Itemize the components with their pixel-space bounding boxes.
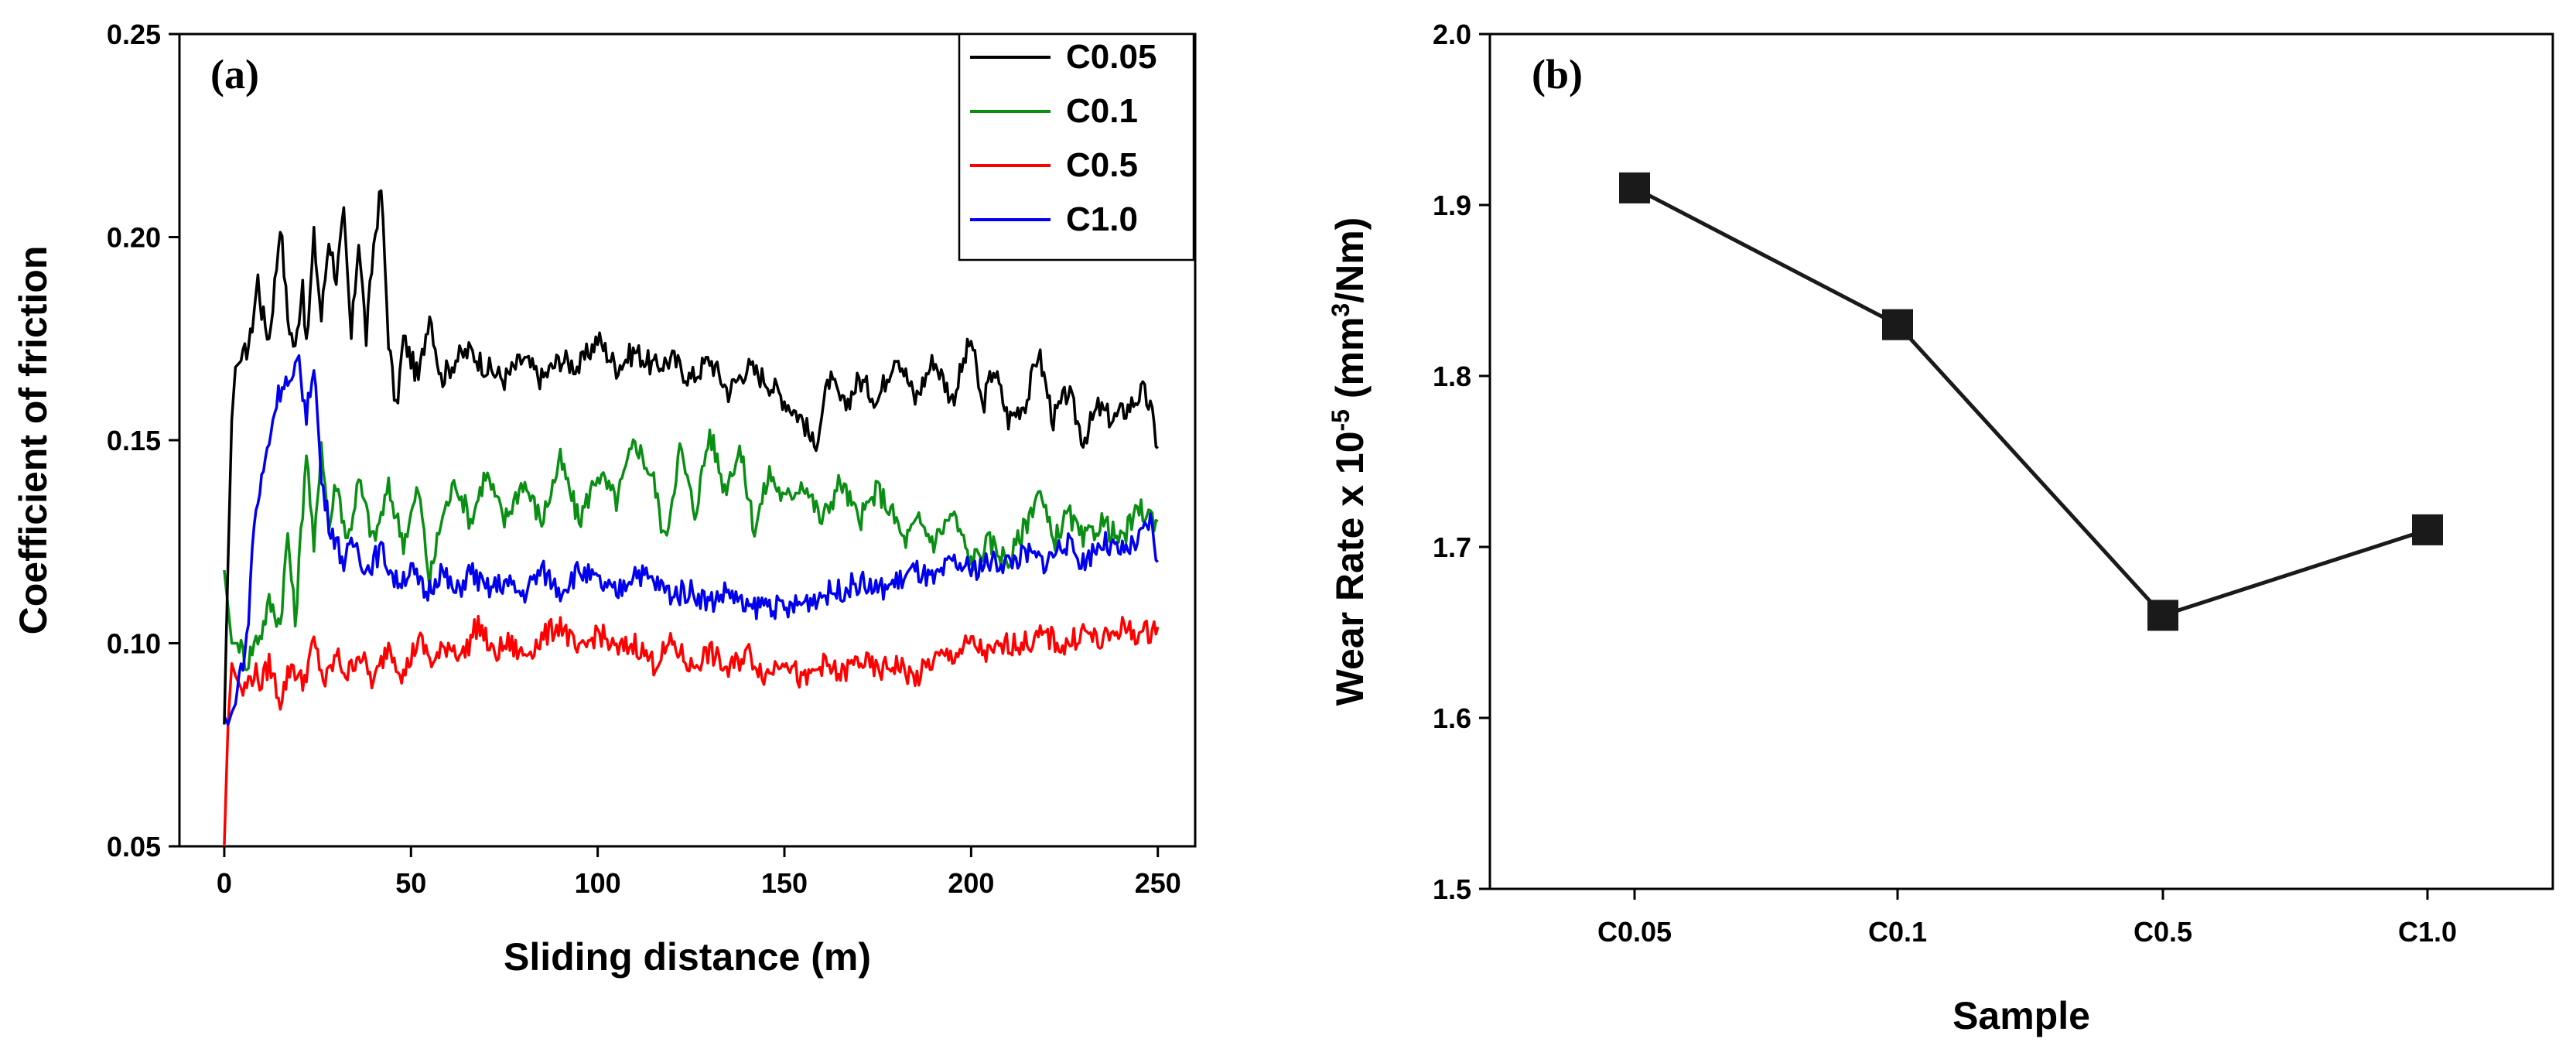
- panel-b-x-tick-label: C1.0: [2398, 916, 2457, 948]
- panel-a-x-tick-label: 50: [395, 867, 426, 899]
- panel-a-legend-label: C0.05: [1066, 38, 1156, 76]
- panel-b-y-title-main: Wear Rate x 10: [1328, 431, 1372, 706]
- panel-b-data-point: [2147, 600, 2178, 631]
- panel-b-x-tick-label: C0.5: [2134, 916, 2192, 948]
- panel-b-y-axis-title: Wear Rate x 10-5 (mm3/Nm): [1327, 217, 1372, 706]
- panel-a-legend-box: [958, 32, 1195, 261]
- panel-a-y-tick-label: 0.15: [107, 425, 161, 456]
- panel-b-y-tick-label: 1.9: [1433, 190, 1471, 221]
- panel-b-data-point: [1619, 172, 1650, 203]
- panel-b-series-line: [1633, 186, 2428, 618]
- panel-b-y-tick-label: 1.6: [1433, 702, 1471, 734]
- panel-b-x-axis: C0.05 C0.1 C0.5 C1.0: [1597, 889, 2457, 948]
- panel-a-x-axis-title: Sliding distance (m): [504, 935, 871, 979]
- panel-b-series-group: [1619, 172, 2443, 631]
- panel-b-y-axis: 1.5 1.6 1.7 1.8 1.9 2.0: [1433, 19, 1490, 905]
- panel-b-x-tick-label: C0.05: [1597, 916, 1672, 948]
- panel-b-x-axis-title: Sample: [1952, 994, 2090, 1037]
- panel-b-wear-rate-chart: 1.5 1.6 1.7 1.8 1.9 2.0 C0.05 C0.1 C0.5 C1.0 (b)…: [1327, 19, 2554, 1037]
- panel-a-y-axis: 0.05 0.10 0.15 0.20 0.25: [107, 19, 179, 863]
- panel-b-data-point: [2412, 514, 2443, 545]
- panel-a-legend: C0.05 C0.1 C0.5 C1.0: [958, 32, 1195, 261]
- panel-b-label: (b): [1532, 51, 1583, 97]
- panel-a-legend-label: C0.5: [1066, 146, 1138, 184]
- panel-a-y-axis-title: Coefficient of friction: [12, 246, 55, 635]
- panel-b-y-tick-label: 1.5: [1433, 873, 1471, 905]
- panel-b-y-tick-label: 2.0: [1433, 19, 1471, 50]
- panel-b-y-tick-label: 1.8: [1433, 360, 1471, 392]
- panel-a-x-tick-label: 200: [948, 867, 994, 899]
- panel-a-y-tick-label: 0.25: [107, 19, 161, 50]
- panel-b-y-title-exponent: -5: [1327, 409, 1355, 431]
- panel-a-friction-chart: 0.05 0.10 0.15 0.20 0.25 0 50 100 150 200 250 (a)…: [12, 19, 1197, 979]
- panel-a-y-tick-label: 0.20: [107, 222, 161, 254]
- panel-a-label: (a): [210, 51, 259, 97]
- panel-a-series-line-c05: [223, 615, 1160, 847]
- panel-a-series-line-c10: [223, 354, 1159, 726]
- panel-b-y-tick-label: 1.7: [1433, 531, 1471, 563]
- panel-a-x-tick-label: 150: [761, 867, 808, 899]
- panel-a-x-axis: 0 50 100 150 200 250: [217, 846, 1181, 899]
- panel-a-x-tick-label: 0: [217, 867, 232, 899]
- panel-b-plot-frame: [1488, 32, 2554, 890]
- panel-b-data-point: [1882, 309, 1913, 340]
- panel-a-legend-label: C0.1: [1066, 92, 1138, 130]
- panel-a-x-tick-label: 250: [1135, 867, 1181, 899]
- panel-a-y-tick-label: 0.05: [107, 831, 161, 863]
- panel-a-legend-label: C1.0: [1066, 200, 1138, 238]
- panel-a-x-tick-label: 100: [575, 867, 621, 899]
- panel-b-y-title-unit-exponent: 3: [1327, 303, 1355, 317]
- panel-b-y-title-unit-close: /Nm): [1328, 217, 1372, 303]
- panel-a-series-group: [223, 189, 1160, 847]
- panel-a-series-line-c01: [223, 429, 1159, 671]
- panel-a-y-tick-label: 0.10: [107, 628, 161, 660]
- panel-a-series-line-c005: [223, 189, 1159, 725]
- panel-b-y-title-unit-open: (mm: [1328, 317, 1372, 409]
- panel-b-x-tick-label: C0.1: [1868, 916, 1927, 948]
